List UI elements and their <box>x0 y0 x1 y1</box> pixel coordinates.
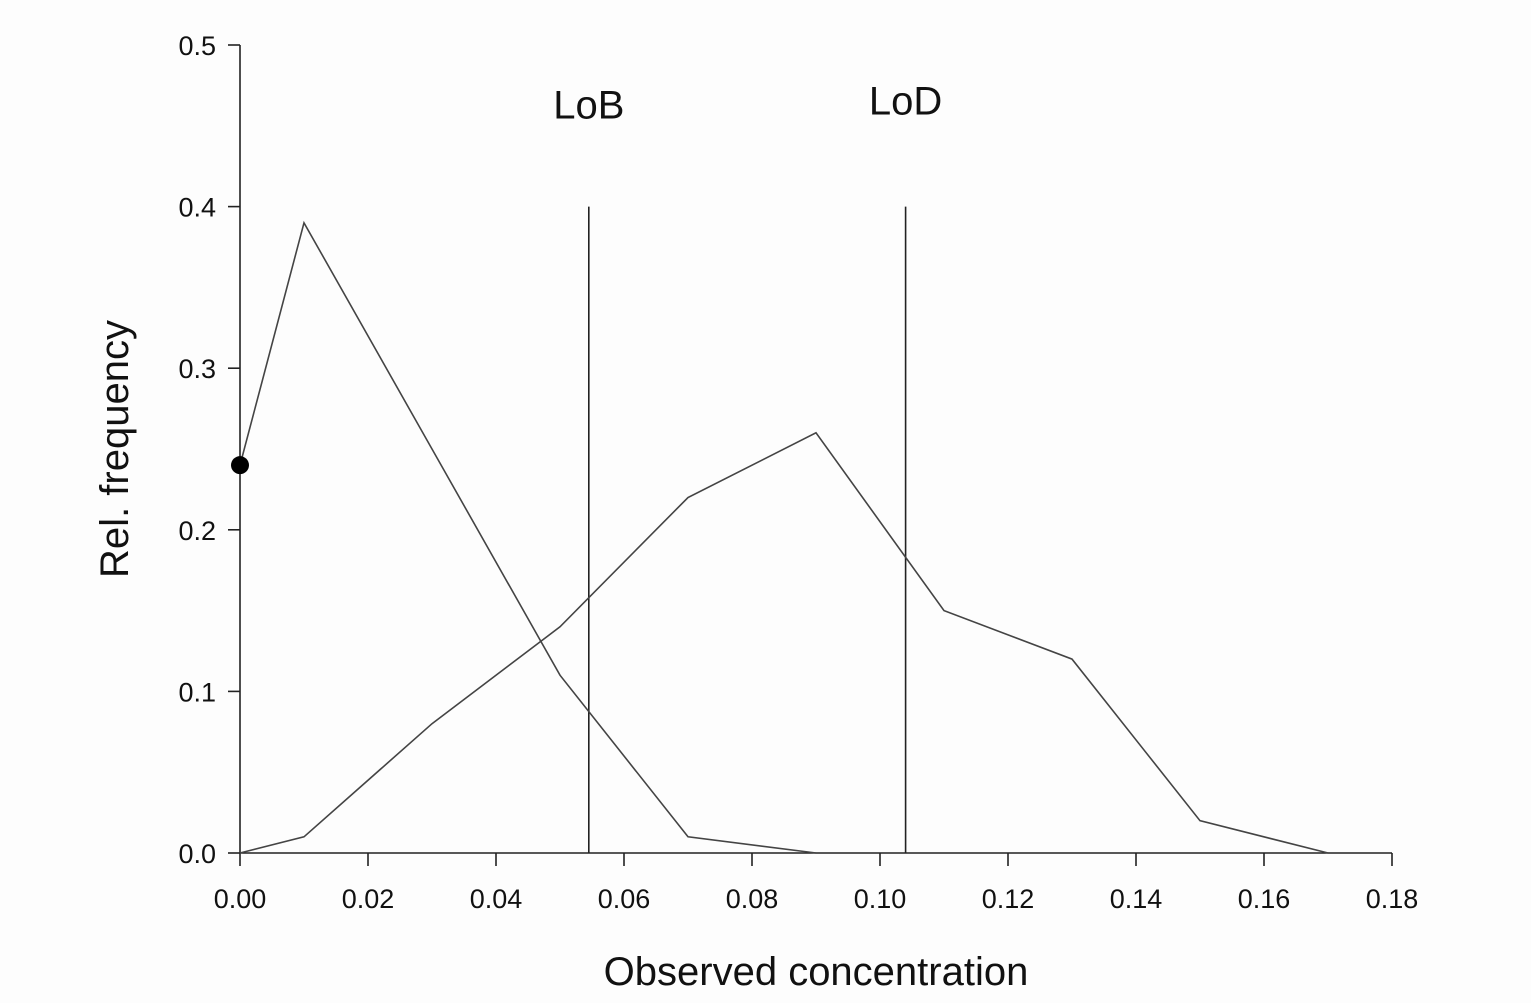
x-ticks: 0.00 0.02 0.04 0.06 0.08 0.10 0.12 0.14 0.16 0.18 <box>214 853 1419 914</box>
y-ticks: 0.0 0.1 0.2 0.3 0.4 0.5 <box>178 31 240 869</box>
y-tick-label: 0.1 <box>178 677 216 707</box>
x-tick-label: 0.00 <box>214 884 267 914</box>
series-line-2 <box>239 431 1329 854</box>
x-tick-label: 0.12 <box>982 884 1035 914</box>
x-tick-label: 0.08 <box>726 884 779 914</box>
x-axis-title: Observed concentration <box>604 950 1029 994</box>
series-group <box>239 220 1329 854</box>
y-tick-label: 0.0 <box>178 839 216 869</box>
x-tick-label: 0.10 <box>854 884 907 914</box>
axes <box>239 45 1392 854</box>
x-tick-label: 0.02 <box>342 884 395 914</box>
y-axis-title: Rel. frequency <box>93 320 137 578</box>
x-tick-label: 0.06 <box>598 884 651 914</box>
x-tick-label: 0.04 <box>470 884 523 914</box>
y-tick-label: 0.3 <box>178 354 216 384</box>
x-tick-label: 0.16 <box>1238 884 1291 914</box>
y-tick-label: 0.4 <box>178 193 216 223</box>
data-point-marker <box>231 456 249 475</box>
y-tick-label: 0.5 <box>178 31 216 61</box>
x-tick-label: 0.18 <box>1366 884 1419 914</box>
y-tick-label: 0.2 <box>178 516 216 546</box>
reference-lines: LoB LoD <box>553 80 942 853</box>
markers-group <box>231 456 249 475</box>
ref-label-lod: LoD <box>869 80 942 124</box>
series-line-1 <box>239 220 817 854</box>
ref-label-lob: LoB <box>553 84 624 128</box>
x-tick-label: 0.14 <box>1110 884 1163 914</box>
